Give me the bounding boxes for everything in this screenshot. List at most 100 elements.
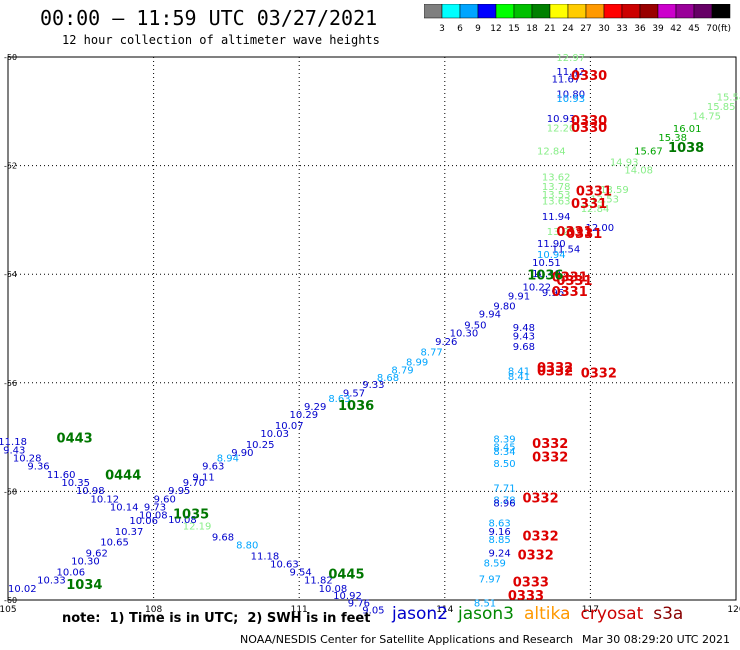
- wave-height-value: 8.63: [488, 519, 510, 530]
- wave-height-value: 16.01: [673, 124, 702, 135]
- wave-height-value: 10.35: [61, 478, 90, 489]
- x-tick-label: 114: [436, 605, 453, 615]
- colorbar-label: 30: [598, 24, 610, 34]
- pass-time-label: 0332: [518, 548, 554, 563]
- wave-height-value: 11.54: [552, 244, 581, 255]
- colorbar-label: 21: [544, 24, 555, 34]
- wave-height-value: 10.63: [270, 559, 299, 570]
- wave-height-value: 10.94: [537, 250, 566, 261]
- x-tick-label: 111: [291, 605, 308, 615]
- colorbar-label: 12: [490, 24, 501, 34]
- pass-time-label: 0332: [522, 491, 558, 506]
- wave-height-value: 10.37: [115, 527, 144, 538]
- footnote-note: note: 1) Time is in UTC; 2) SWH is in fe…: [62, 611, 371, 626]
- pass-time-label: 0330: [571, 121, 607, 136]
- y-tick-label: -56: [4, 379, 17, 388]
- wave-height-value: 7.97: [479, 575, 501, 586]
- colorbar-label: 9: [475, 24, 481, 34]
- wave-height-value: 7.71: [493, 483, 515, 494]
- wave-height-value: 10.30: [71, 557, 100, 568]
- chart-subtitle: 12 hour collection of altimeter wave hei…: [62, 33, 380, 47]
- wave-height-value: 9.43: [3, 445, 25, 456]
- wave-height-value: 10.06: [129, 516, 158, 527]
- wave-height-value: 10.65: [100, 538, 129, 549]
- colorbar-label: 6: [457, 24, 463, 34]
- wave-height-value: 8.39: [493, 435, 515, 446]
- legend-entry-cryosat: cryosat: [580, 604, 644, 624]
- plot-frame: [7, 56, 737, 601]
- pass-time-label: 0445: [328, 567, 364, 582]
- satellite-legend: jason2 jason3 altika cryosat s3a: [392, 604, 693, 624]
- wave-height-value: 8.96: [493, 499, 515, 510]
- wave-height-value: 9.62: [86, 549, 108, 560]
- pass-time-label: 0333: [513, 575, 549, 590]
- colorbar-label: 33: [616, 24, 627, 34]
- wave-height-value: 9.63: [202, 462, 224, 473]
- x-tick-label: 108: [145, 605, 162, 615]
- colorbar-label: 15: [508, 24, 519, 34]
- wave-height-value: 9.11: [192, 473, 214, 484]
- wave-height-value: 15.67: [634, 147, 663, 158]
- wave-height-value: 14.08: [624, 166, 653, 177]
- wave-height-value: 8.63: [328, 394, 350, 405]
- legend-entry-jason2: jason2: [392, 604, 448, 624]
- wave-height-value: 12.84: [537, 147, 566, 158]
- colorbar-swatch: [711, 4, 731, 19]
- pass-time-label: 0331: [552, 270, 588, 285]
- wave-height-value: 8.45: [493, 443, 515, 454]
- wave-height-value: 15.38: [658, 133, 687, 144]
- color-scale-bar: 3 6 9 12 15 18 21 24 27 30 33 36 39 42 45 70 (ft): [424, 4, 731, 34]
- wave-height-value: 9.68: [212, 532, 234, 543]
- wave-height-value: 13.59: [600, 185, 629, 196]
- wave-height-value: 11.18: [251, 551, 280, 562]
- wave-height-value: 9.60: [154, 494, 176, 505]
- x-tick-label: 120: [727, 605, 740, 615]
- colorbar-label: 45: [688, 24, 699, 34]
- wave-height-value: 11.94: [542, 212, 571, 223]
- wave-height-value: 10.07: [275, 421, 304, 432]
- wave-height-value: 10.02: [8, 584, 37, 595]
- pass-time-label: 1036: [527, 269, 563, 284]
- pass-time-label: 0331: [556, 274, 592, 289]
- wave-height-value: 10.80: [556, 90, 585, 101]
- wave-height-value: 14.75: [692, 111, 721, 122]
- wave-height-value: 10.40: [532, 269, 561, 280]
- wave-height-value: 9.73: [144, 502, 166, 513]
- wave-height-value: 8.79: [391, 366, 413, 377]
- x-tick-label: 105: [0, 605, 17, 615]
- wave-height-value: 9.90: [231, 448, 253, 459]
- wave-height-value: 9.68: [513, 342, 535, 353]
- wave-height-value: 10.30: [450, 329, 479, 340]
- legend-entry-altika: altika: [524, 604, 571, 624]
- pass-time-label: 0331: [552, 285, 588, 300]
- wave-height-value: 11.82: [304, 576, 333, 587]
- pass-time-label: 0332: [532, 437, 568, 452]
- wave-height-value: 8.59: [484, 558, 506, 569]
- pass-time-label: 0332: [532, 451, 568, 466]
- pass-time-label: 0331: [571, 197, 607, 212]
- wave-height-value: 8.80: [236, 540, 258, 551]
- pass-time-label: 0332: [537, 361, 573, 376]
- wave-height-value: 11.90: [537, 239, 566, 250]
- wave-height-value: 11.67: [552, 75, 581, 86]
- wave-height-value: 12.53: [590, 195, 619, 206]
- wave-height-value: 10.92: [333, 591, 362, 602]
- wave-height-value: 10.98: [76, 486, 105, 497]
- colorbar-unit: (ft): [717, 24, 731, 34]
- pass-time-label: 1038: [668, 141, 704, 156]
- pass-time-label: 0331: [556, 225, 592, 240]
- wave-height-value: 9.70: [183, 478, 205, 489]
- wave-height-value: 13.27: [547, 227, 576, 238]
- pass-time-label: 1035: [173, 508, 209, 523]
- colorbar-label: 42: [670, 24, 681, 34]
- wave-height-value: 10.29: [289, 410, 318, 421]
- wave-height-value: 9.95: [168, 486, 190, 497]
- wave-height-value: 8.68: [377, 373, 399, 384]
- wave-height-value: 9.16: [488, 527, 510, 538]
- wave-height-value: 9.50: [464, 321, 486, 332]
- y-tick-label: -58: [4, 487, 17, 496]
- wave-height-value: 11.42: [556, 67, 585, 78]
- pass-time-label: 0332: [581, 366, 617, 381]
- wave-height-value: 12.00: [586, 223, 615, 234]
